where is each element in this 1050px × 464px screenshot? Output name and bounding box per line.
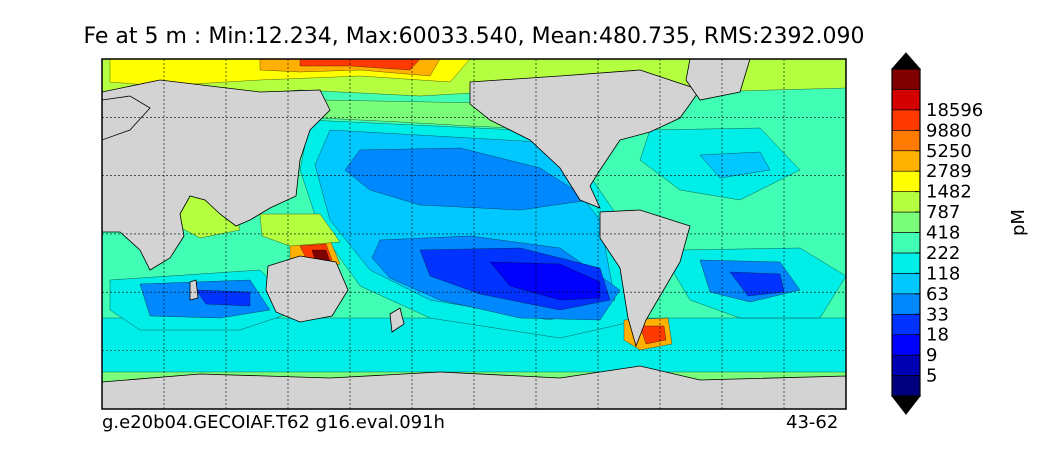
land-north-america	[469, 69, 701, 209]
colorbar-tick-label: 5	[926, 366, 937, 387]
colorbar-segment	[891, 293, 921, 315]
maritime-band	[259, 213, 341, 247]
patagonia-core	[639, 325, 667, 345]
colorbar-extend-min	[890, 395, 922, 415]
colorbar-segment	[891, 252, 921, 274]
colorbar-tick-label: 787	[926, 202, 960, 223]
colorbar-segment	[891, 334, 921, 356]
colorbar-tick-label: 418	[926, 223, 960, 244]
indian-core	[195, 289, 251, 307]
colorbar-tick-label: 18596	[926, 100, 983, 121]
land-madagascar	[189, 279, 199, 301]
colorbar-extend-max	[890, 52, 922, 70]
colorbar-ticks: 5918336311822241878714822789525098801859…	[915, 100, 983, 387]
colorbar-tick-label: 18	[926, 325, 949, 346]
year-range-label: 43-62	[786, 412, 839, 433]
atlantic-gyre-north-core	[699, 151, 771, 179]
colorbar-tick-label: 63	[926, 284, 949, 305]
chart-title: Fe at 5 m : Min:12.234, Max:60033.540, M…	[83, 24, 865, 49]
land-europe	[102, 95, 151, 141]
colorbar	[890, 52, 922, 415]
colorbar-tick-label: 222	[926, 243, 960, 264]
colorbar-tick-label: 2789	[926, 161, 972, 182]
colorbar-segment	[891, 273, 921, 295]
colorbar-tick-label: 5250	[926, 141, 972, 162]
colorbar-segment	[891, 150, 921, 172]
colorbar-segment	[891, 211, 921, 233]
map-grid	[102, 59, 846, 409]
colorbar-segment	[891, 191, 921, 213]
land-australia	[265, 255, 349, 323]
arctic-red-band	[299, 59, 421, 71]
north-pacific-gyre	[344, 147, 591, 211]
colorbar-tick-label: 1482	[926, 182, 972, 203]
colorbar-segment	[891, 375, 921, 397]
map-frame	[101, 58, 847, 410]
land-south-america	[599, 209, 691, 348]
colorbar-segment	[891, 170, 921, 192]
colorbar-tick-label: 9	[926, 345, 937, 366]
colorbar-segment	[891, 68, 921, 90]
land-asia-africa	[102, 79, 331, 271]
colorbar-unit-label: pM	[1008, 209, 1029, 236]
run-label: g.e20b04.GECOIAF.T62 g16.eval.091h	[102, 412, 445, 433]
colorbar-segment	[891, 130, 921, 152]
colorbar-segment	[891, 354, 921, 376]
land-greenland	[685, 59, 751, 101]
colorbar-segment	[891, 109, 921, 131]
colorbar-tick-label: 9880	[926, 120, 972, 141]
south-pacific-inner	[489, 261, 601, 301]
land-new-zealand	[389, 307, 405, 333]
colorbar-segment	[891, 313, 921, 335]
colorbar-tick-label: 33	[926, 304, 949, 325]
colorbar-tick-label: 118	[926, 263, 960, 284]
colorbar-segment	[891, 89, 921, 111]
colorbar-segment	[891, 232, 921, 254]
